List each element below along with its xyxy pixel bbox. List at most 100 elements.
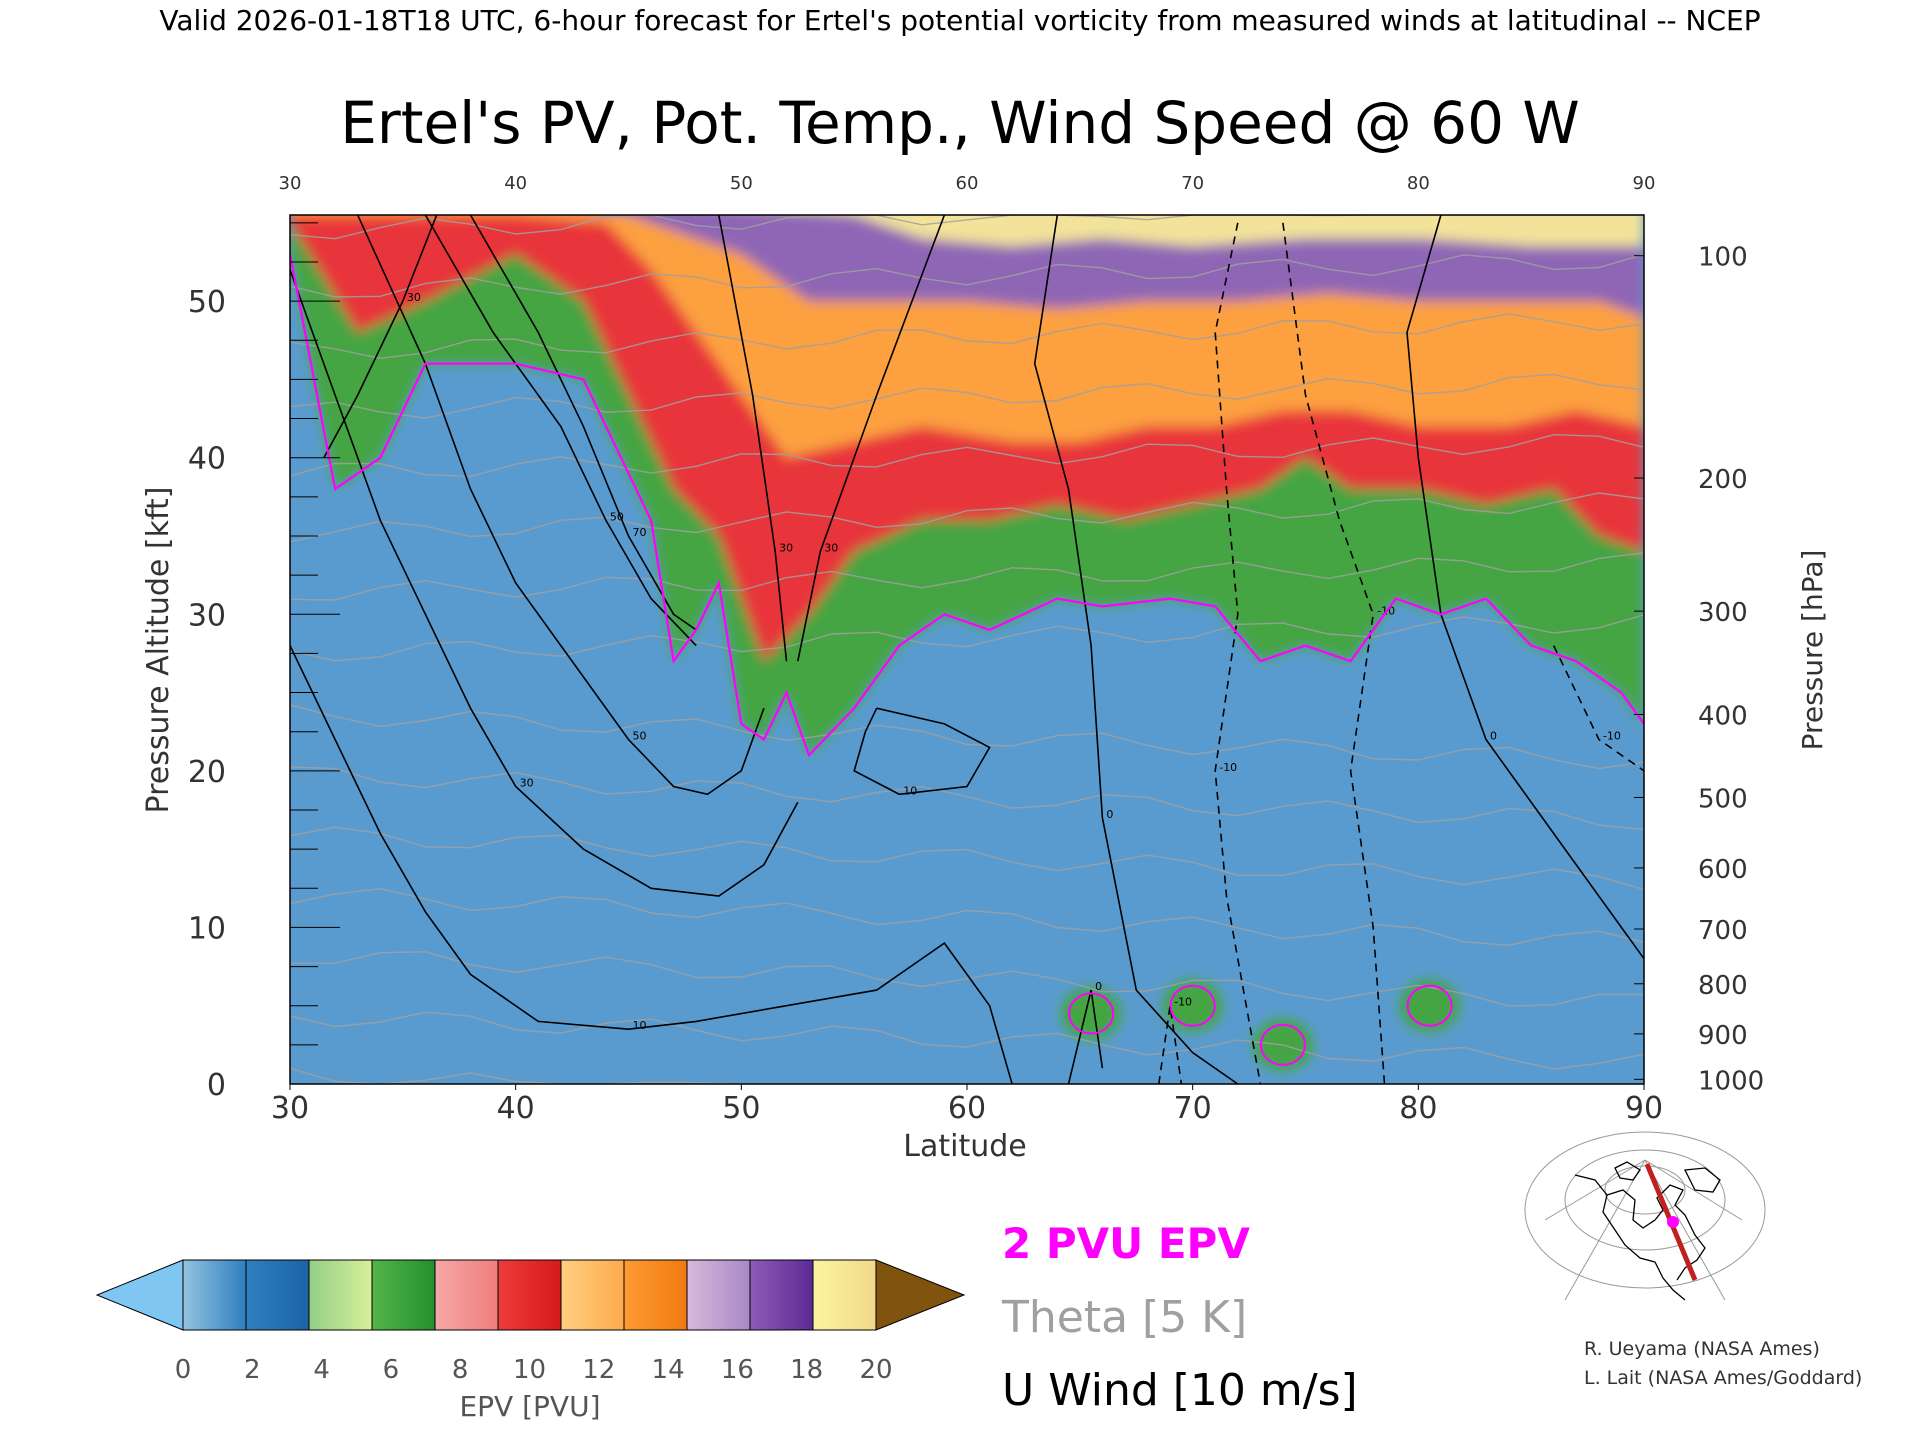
map-inset-meridian-a [1564, 1159, 1646, 1301]
y-tick-label-left: 40 [188, 442, 226, 477]
pressure-tick-label: 500 [1698, 784, 1748, 814]
u-wind-contour-50 [424, 215, 697, 647]
legend-entry-3: U Wind [10 m/s] [1002, 1365, 1358, 1416]
u-wind-contour-label: 30 [520, 777, 534, 790]
x-tick-label-top: 80 [1407, 173, 1430, 194]
colorbar-tick-label: 12 [582, 1355, 615, 1385]
theta-contour-310 [290, 766, 1644, 831]
axes: 3030404050506060707080809090010203040501… [188, 173, 1764, 1126]
theta-contour-380 [290, 373, 1644, 419]
theta-contour-340 [290, 552, 1644, 601]
pressure-tick-label: 800 [1698, 971, 1748, 1001]
colorbar-bin [434, 1259, 499, 1331]
colorbar-bin [686, 1259, 751, 1331]
legend: 2 PVU EPV Theta [5 K] U Wind [10 m/s] [1001, 1219, 1358, 1416]
theta-contour-290 [290, 888, 1644, 947]
colorbar-tick-label: 8 [452, 1355, 469, 1385]
colorbar-bin [497, 1259, 562, 1331]
u-wind-contour-0 [1033, 215, 1239, 1084]
colorbar-bin [623, 1259, 688, 1331]
map-inset-latitude-ring-outer [1524, 1131, 1766, 1289]
map-inset-latitude-ring-mid [1564, 1149, 1726, 1251]
colorbar-tick-label: 2 [244, 1355, 261, 1385]
x-tick-label-bottom: 80 [1399, 1091, 1437, 1126]
colorbar-label: EPV [PVU] [459, 1390, 600, 1423]
y-axis-label-right: Pressure [hPa] [1796, 550, 1829, 751]
two-pvu-contour-near-surface [1068, 992, 1115, 1035]
colorbar-under-arrow [95, 1259, 184, 1331]
u-wind-contour-30 [290, 269, 799, 897]
map-inset-meridian-d [1644, 1159, 1743, 1221]
u-wind-contour-30 [323, 215, 438, 459]
x-tick-label-bottom: 90 [1625, 1091, 1663, 1126]
epv-fill-pv-18-20 [854, 215, 1644, 247]
y-tick-label-left: 30 [188, 598, 226, 633]
epv-fill-pv-14-18 [628, 215, 1644, 317]
u-wind-contour-label: 0 [1095, 980, 1102, 993]
colorbar-bin [182, 1259, 247, 1331]
y-axis-label-left: Pressure Altitude [kft] [141, 487, 176, 814]
u-wind-contour--10 [1158, 1005, 1183, 1084]
map-inset [1524, 1131, 1766, 1305]
two-pvu-contour-near-surface [1406, 984, 1453, 1027]
near-surface-pv-blob [1061, 987, 1122, 1040]
colorbar-bin [560, 1259, 625, 1331]
x-tick-label-bottom: 30 [271, 1091, 309, 1126]
x-tick-label-top: 90 [1633, 173, 1656, 194]
credit-line-1: R. Ueyama (NASA Ames) [1584, 1338, 1820, 1360]
theta-contour-360 [290, 433, 1644, 478]
chart-title: Ertel's PV, Pot. Temp., Wind Speed @ 60 … [340, 89, 1580, 157]
pressure-tick-label: 300 [1698, 598, 1748, 628]
theta-contour-400 [290, 313, 1644, 360]
y-tick-label-left: 0 [207, 1068, 226, 1103]
x-axis-label: Latitude [903, 1129, 1026, 1164]
colorbar-tick-label: 20 [859, 1355, 892, 1385]
theta-contour-320 [290, 704, 1644, 770]
pressure-tick-label: 100 [1698, 243, 1748, 273]
theta-contour-300 [290, 826, 1644, 891]
u-wind-contour-label: -10 [1174, 996, 1192, 1009]
colorbar-tick-label: 4 [313, 1355, 330, 1385]
colorbar-bin [245, 1259, 310, 1331]
y-tick-label-left: 20 [188, 755, 226, 790]
u-wind-contour-label: 70 [633, 526, 647, 539]
theta-contour-440 [290, 253, 1644, 298]
u-wind-contour-30 [718, 215, 788, 662]
x-tick-label-bottom: 70 [1174, 1091, 1212, 1126]
x-tick-label-bottom: 60 [948, 1091, 986, 1126]
colorbar-bin [812, 1259, 877, 1331]
u-wind-contour-70 [469, 215, 697, 631]
near-surface-pv-blob [1399, 979, 1460, 1032]
u-wind-contour-10 [290, 645, 1013, 1084]
pressure-tick-label: 400 [1698, 701, 1748, 731]
colorbar-tick-label: 10 [513, 1355, 546, 1385]
u-wind-contour-30 [797, 215, 946, 662]
colorbar-tick-label: 14 [652, 1355, 685, 1385]
colorbar-bin [371, 1259, 436, 1331]
u-wind-contour-label: -10 [1603, 730, 1621, 743]
x-tick-label-top: 50 [730, 173, 753, 194]
theta-contour-480 [290, 215, 1644, 240]
x-tick-label-bottom: 50 [722, 1091, 760, 1126]
map-inset-meridian-b [1644, 1159, 1726, 1301]
x-tick-label-top: 40 [504, 173, 527, 194]
epv-colorbar: 0 2 4 6 8 10 12 14 16 18 20 [95, 1259, 966, 1385]
u-wind-contour--10 [1552, 645, 1644, 772]
x-tick-label-bottom: 40 [497, 1091, 535, 1126]
x-tick-label-top: 30 [279, 173, 302, 194]
colorbar-bin [308, 1259, 373, 1331]
legend-entry-2: Theta [5 K] [1001, 1292, 1247, 1343]
pressure-tick-label: 700 [1698, 916, 1748, 946]
two-pvu-contour-near-surface [1169, 984, 1216, 1027]
u-wind-contour--10 [1282, 222, 1386, 1084]
u-wind-contour--10 [1214, 222, 1262, 1084]
map-inset-location-marker [1667, 1216, 1679, 1228]
u-wind-contour-50 [356, 215, 765, 796]
two-pvu-contour-near-surface [1259, 1023, 1306, 1066]
valid-time-header: Valid 2026-01-18T18 UTC, 6-hour forecast… [159, 4, 1760, 37]
pressure-tick-label: 200 [1698, 465, 1748, 495]
u-wind-contour-10 [853, 707, 991, 796]
colorbar-tick-label: 0 [175, 1355, 192, 1385]
